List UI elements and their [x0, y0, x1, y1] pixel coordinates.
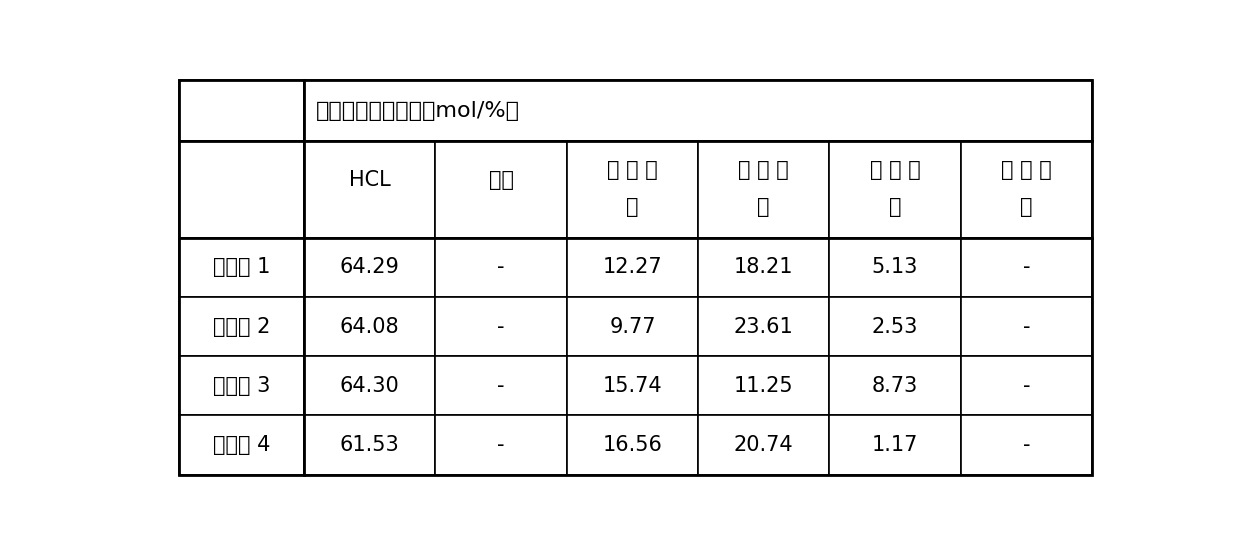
- Text: -: -: [497, 317, 505, 337]
- Bar: [179, 141, 304, 238]
- Bar: [179, 415, 304, 475]
- Bar: [304, 238, 435, 297]
- Bar: [179, 297, 304, 356]
- Text: 一 氯 乙: 一 氯 乙: [608, 160, 657, 180]
- Bar: [567, 297, 698, 356]
- Text: 61.53: 61.53: [340, 435, 399, 455]
- Text: 12.27: 12.27: [603, 257, 662, 277]
- Bar: [698, 415, 830, 475]
- Text: 实施例 3: 实施例 3: [213, 376, 270, 396]
- Bar: [567, 356, 698, 415]
- Bar: [304, 141, 435, 238]
- Bar: [698, 297, 830, 356]
- Bar: [179, 356, 304, 415]
- Bar: [961, 356, 1092, 415]
- Bar: [961, 415, 1092, 475]
- Text: 烷: 烷: [889, 197, 901, 217]
- Text: 9.77: 9.77: [609, 317, 656, 337]
- Bar: [179, 238, 304, 297]
- Text: -: -: [497, 376, 505, 396]
- Text: HCL: HCL: [348, 170, 391, 190]
- Text: 64.08: 64.08: [340, 317, 399, 337]
- Text: -: -: [1023, 317, 1030, 337]
- Text: 2.53: 2.53: [872, 317, 918, 337]
- Text: -: -: [497, 257, 505, 277]
- Text: 乙烷氯化产物组成（mol/%）: 乙烷氯化产物组成（mol/%）: [316, 101, 520, 120]
- Bar: [435, 356, 567, 415]
- Bar: [435, 141, 567, 238]
- Text: 64.30: 64.30: [340, 376, 399, 396]
- Text: 实施例 1: 实施例 1: [213, 257, 270, 277]
- Bar: [304, 297, 435, 356]
- Bar: [830, 238, 961, 297]
- Text: -: -: [497, 435, 505, 455]
- Bar: [304, 356, 435, 415]
- Text: -: -: [1023, 376, 1030, 396]
- Text: 16.56: 16.56: [603, 435, 662, 455]
- Text: 二 氯 乙: 二 氯 乙: [738, 160, 789, 180]
- Bar: [567, 238, 698, 297]
- Bar: [435, 415, 567, 475]
- Bar: [435, 238, 567, 297]
- Text: 三 氯 乙: 三 氯 乙: [869, 160, 920, 180]
- Bar: [830, 141, 961, 238]
- Text: 烷: 烷: [1021, 197, 1033, 217]
- Bar: [698, 356, 830, 415]
- Text: 实施例 4: 实施例 4: [213, 435, 270, 455]
- Bar: [304, 415, 435, 475]
- Text: 烷: 烷: [626, 197, 639, 217]
- Text: 18.21: 18.21: [734, 257, 794, 277]
- Bar: [830, 356, 961, 415]
- Bar: [961, 297, 1092, 356]
- Text: 23.61: 23.61: [734, 317, 794, 337]
- Text: 烷: 烷: [758, 197, 770, 217]
- Text: 11.25: 11.25: [734, 376, 794, 396]
- Bar: [304, 80, 1092, 141]
- Text: 15.74: 15.74: [603, 376, 662, 396]
- Text: 1.17: 1.17: [872, 435, 918, 455]
- Text: -: -: [1023, 435, 1030, 455]
- Bar: [567, 141, 698, 238]
- Text: 乙烷: 乙烷: [489, 170, 513, 190]
- Bar: [830, 297, 961, 356]
- Text: 实施例 2: 实施例 2: [213, 317, 270, 337]
- Bar: [567, 415, 698, 475]
- Bar: [830, 415, 961, 475]
- Bar: [698, 141, 830, 238]
- Bar: [435, 297, 567, 356]
- Text: 5.13: 5.13: [872, 257, 918, 277]
- Text: -: -: [1023, 257, 1030, 277]
- Bar: [961, 238, 1092, 297]
- Text: 四 氯 乙: 四 氯 乙: [1001, 160, 1052, 180]
- Text: 20.74: 20.74: [734, 435, 794, 455]
- Text: 8.73: 8.73: [872, 376, 918, 396]
- Bar: [961, 141, 1092, 238]
- Bar: [179, 80, 304, 141]
- Text: 64.29: 64.29: [340, 257, 399, 277]
- Bar: [698, 238, 830, 297]
